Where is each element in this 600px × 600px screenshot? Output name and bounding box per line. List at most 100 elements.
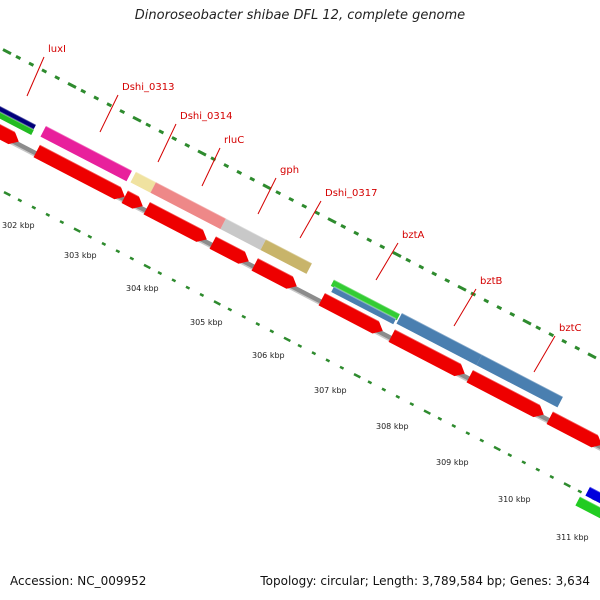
tick-mark bbox=[522, 318, 532, 326]
gene-segment-dshi0314 bbox=[130, 171, 156, 193]
gene-leader-line bbox=[157, 123, 177, 163]
tick-mark bbox=[275, 190, 282, 196]
gene-segment-gph bbox=[220, 218, 266, 250]
tick-mark bbox=[548, 332, 555, 338]
tick-mark bbox=[465, 431, 471, 436]
tick-mark bbox=[457, 284, 467, 292]
gene-leader-line bbox=[533, 335, 556, 373]
tick-mark bbox=[157, 271, 163, 276]
gene-leader-line bbox=[99, 94, 119, 133]
tick-mark bbox=[119, 109, 126, 115]
cds-arrow-10 bbox=[546, 411, 600, 448]
tick-mark bbox=[509, 311, 516, 317]
tick-mark bbox=[493, 445, 501, 452]
tick-mark bbox=[353, 230, 360, 236]
tick-mark bbox=[444, 278, 451, 284]
cds-arrow-3-highlight bbox=[127, 189, 147, 201]
kbp-scale: 302 kbp 303 kbp 304 kbp 305 kbp 306 kbp 307 k… bbox=[2, 221, 589, 542]
gene-segment-bztb-highlight bbox=[401, 312, 483, 356]
gene-segment-navy-highlight bbox=[0, 105, 37, 126]
tick-mark bbox=[549, 474, 555, 479]
tick-mark bbox=[197, 149, 207, 157]
gene-label: rluC bbox=[224, 135, 244, 146]
cds-arrow-1 bbox=[0, 123, 19, 145]
tick-mark bbox=[87, 234, 93, 239]
gene-label: bztA bbox=[402, 230, 425, 241]
tick-mark bbox=[132, 115, 142, 123]
kbp-label: 305 kbp bbox=[190, 318, 223, 327]
tick-mark bbox=[15, 54, 22, 60]
gene-segment-dshi0313 bbox=[40, 125, 132, 182]
gene-segment-navy bbox=[0, 106, 36, 131]
tick-mark bbox=[269, 329, 275, 334]
gene-segment-bzta-green bbox=[330, 279, 400, 321]
gene-leader-line bbox=[299, 200, 322, 239]
gene-segment-dshi0313-highlight bbox=[45, 125, 133, 172]
tick-mark bbox=[93, 95, 100, 101]
gene-segment-green-lower bbox=[575, 496, 600, 519]
tick-mark bbox=[327, 217, 337, 225]
tick-mark bbox=[353, 372, 361, 379]
tick-mark bbox=[379, 244, 386, 250]
gene-segment-blue bbox=[585, 486, 600, 504]
gene-segment-gph-highlight bbox=[225, 217, 267, 240]
cds-arrow-2-highlight bbox=[39, 144, 129, 192]
tick-mark bbox=[577, 489, 583, 494]
tick-mark bbox=[106, 102, 113, 108]
tick-mark bbox=[115, 249, 121, 254]
tick-mark bbox=[297, 343, 303, 348]
tick-mark bbox=[101, 241, 107, 246]
tick-mark bbox=[54, 75, 61, 81]
kbp-label: 306 kbp bbox=[252, 351, 285, 360]
cds-arrow-8-highlight bbox=[394, 328, 469, 369]
gene-leader-line bbox=[375, 242, 399, 281]
cds-arrow-7 bbox=[318, 293, 383, 334]
tick-mark bbox=[563, 482, 571, 488]
tick-mark bbox=[80, 88, 87, 94]
gene-segment-bzta-green-highlight bbox=[333, 279, 401, 315]
cds-arrow-7-highlight bbox=[324, 292, 387, 326]
gene-label: bztC bbox=[559, 323, 582, 334]
tick-mark bbox=[367, 380, 373, 385]
tick-mark bbox=[171, 278, 177, 283]
tick-mark bbox=[236, 169, 243, 175]
tick-mark bbox=[381, 387, 387, 392]
tick-mark bbox=[496, 305, 503, 311]
tick-mark bbox=[521, 460, 527, 465]
tick-rows bbox=[2, 48, 597, 501]
tick-mark bbox=[301, 203, 308, 209]
tick-mark bbox=[431, 271, 438, 277]
gene-label: bztB bbox=[480, 276, 503, 287]
tick-mark bbox=[314, 210, 321, 216]
gene-segment-green bbox=[0, 112, 34, 136]
cds-arrow-9 bbox=[466, 369, 544, 418]
gene-segment-bztb bbox=[396, 313, 482, 366]
tick-mark bbox=[409, 402, 415, 407]
kbp-label: 309 kbp bbox=[436, 458, 469, 467]
cds-arrow-10-highlight bbox=[552, 410, 600, 437]
tick-mark bbox=[451, 423, 457, 428]
tick-mark bbox=[3, 190, 11, 197]
tick-mark bbox=[437, 416, 443, 421]
tick-mark bbox=[325, 358, 331, 363]
kbp-label: 302 kbp bbox=[2, 221, 35, 230]
gene-track bbox=[0, 105, 600, 519]
gene-leader-line bbox=[201, 147, 221, 187]
gene-label: Dshi_0314 bbox=[180, 111, 232, 122]
tick-mark bbox=[507, 453, 513, 458]
cds-arrow-4-highlight bbox=[149, 201, 211, 234]
kbp-label: 311 kbp bbox=[556, 533, 589, 542]
gene-label: Dshi_0317 bbox=[325, 188, 377, 199]
kbp-label: 308 kbp bbox=[376, 422, 409, 431]
tick-mark bbox=[587, 352, 597, 360]
cds-arrow-4 bbox=[143, 202, 207, 242]
tick-mark bbox=[340, 223, 347, 229]
tick-mark bbox=[2, 48, 12, 56]
tick-mark bbox=[311, 351, 317, 356]
gene-segment-dshi0317 bbox=[260, 239, 312, 274]
tick-mark bbox=[41, 68, 48, 74]
gene-segment-dshi0317-highlight bbox=[265, 238, 313, 264]
tick-mark bbox=[423, 409, 431, 415]
gene-segment-bzta bbox=[331, 286, 396, 325]
